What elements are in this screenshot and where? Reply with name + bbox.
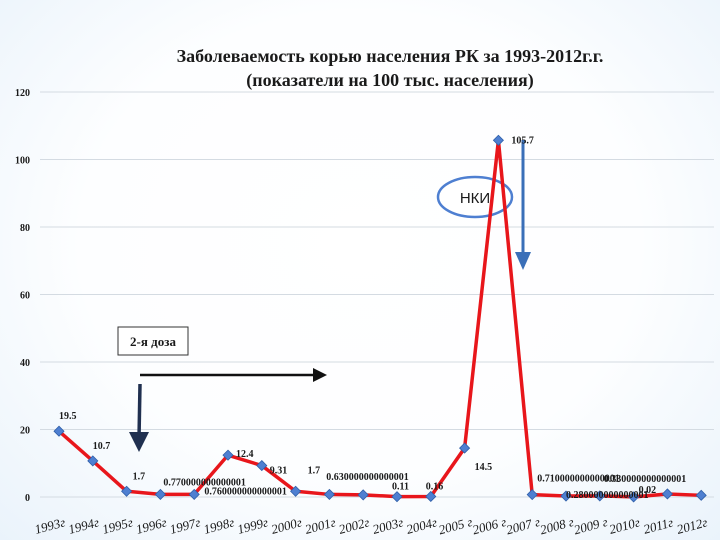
x-tick-label: 2008 г (538, 514, 575, 537)
series-layer (54, 135, 706, 502)
data-point (696, 490, 706, 500)
x-tick-label: 2003г (371, 514, 405, 537)
data-label: 12.4 (236, 449, 254, 460)
nki-oval-label: НКИ (460, 190, 490, 207)
y-tick-label: 60 (20, 291, 30, 302)
x-tick-label: 2007 г (505, 514, 542, 537)
data-point (493, 135, 503, 145)
data-point (392, 492, 402, 502)
data-label: 0.16 (426, 481, 444, 492)
series-line (59, 140, 701, 497)
x-tick-label: 2012г (675, 514, 709, 537)
data-point (155, 489, 165, 499)
data-label: 1.7 (133, 471, 146, 482)
data-label: 14.5 (475, 462, 493, 473)
data-label: 105.7 (511, 135, 534, 146)
x-tick-label: 1995г (100, 514, 134, 537)
x-axis-ticks: 1993г 1994г 1995г 1996г 1997г 1998г 1999г 2000г… (33, 514, 709, 537)
y-tick-label: 120 (15, 88, 30, 99)
data-label: 0.02 (639, 485, 657, 496)
y-tick-label: 100 (15, 156, 30, 167)
x-tick-label: 1994г (67, 514, 101, 537)
data-label: 0.760000000000001 (204, 486, 287, 497)
x-tick-label: 2005 г (437, 514, 474, 537)
data-label: 10.7 (93, 441, 111, 452)
dose-down-arrowhead (129, 432, 149, 452)
x-tick-label: 2010г (607, 514, 641, 537)
data-label: 0.330000000000001 (604, 474, 687, 485)
data-label: 0.11 (392, 482, 409, 493)
y-tick-label: 20 (20, 426, 30, 437)
horizontal-arrowhead (313, 368, 327, 382)
dose-box-label: 2-я доза (130, 334, 176, 349)
x-tick-label: 2001г (303, 514, 337, 537)
x-tick-label: 1993г (33, 514, 67, 537)
y-tick-label: 80 (20, 223, 30, 234)
data-label: 0.280000000000001 (566, 490, 649, 501)
blue-down-arrowhead (515, 252, 531, 270)
x-tick-label: 2009 г (572, 514, 609, 537)
x-tick-label: 1999г (236, 514, 270, 537)
x-tick-label: 2002г (337, 514, 371, 537)
data-label: 19.5 (59, 411, 77, 422)
y-tick-label: 40 (20, 358, 30, 369)
x-tick-label: 2006 г (471, 514, 508, 537)
dose-down-arrow (139, 384, 140, 438)
x-tick-label: 1997г (168, 514, 202, 537)
x-tick-label: 2000г (269, 514, 303, 537)
x-tick-label: 2004г (405, 514, 439, 537)
data-label: 1.7 (308, 465, 321, 476)
data-label: 9.31 (270, 466, 288, 477)
y-tick-label: 0 (25, 493, 30, 504)
x-tick-label: 1996г (134, 514, 168, 537)
x-tick-label: 2011г (642, 515, 675, 537)
data-point (527, 490, 537, 500)
data-point (358, 490, 368, 500)
data-point (324, 489, 334, 499)
y-axis-ticks: 0 20 40 60 80 100 120 (15, 88, 30, 504)
x-tick-label: 1998г (202, 514, 236, 537)
